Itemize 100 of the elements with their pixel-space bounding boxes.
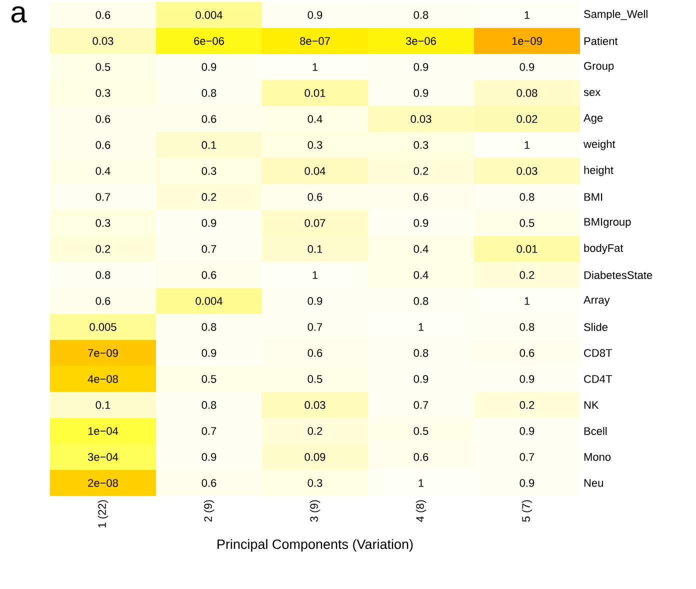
y-tick-label: weight: [584, 140, 616, 150]
data-label: 0.4: [414, 245, 428, 253]
data-label: 0.6: [96, 141, 110, 149]
data-label: 0.6: [202, 115, 216, 123]
data-label: 1e−09: [512, 37, 542, 45]
y-tick-label: BMI: [584, 193, 602, 201]
text: a: [11, 6, 27, 23]
data-label: 1: [524, 141, 530, 149]
y-tick-label: BMIgroup: [584, 218, 631, 228]
data-label: 0.7: [202, 245, 216, 253]
data-label: 0.2: [202, 193, 216, 201]
data-label: 0.03: [410, 115, 432, 123]
data-label: 0.004: [196, 297, 222, 305]
x-axis-title: Principal Components (Variation): [218, 539, 413, 552]
data-label: 0.9: [520, 63, 534, 71]
y-tick-label: CD4T: [584, 375, 612, 383]
data-label: 0.5: [520, 219, 534, 227]
data-label: 4e−08: [88, 375, 118, 383]
data-label: 0.04: [304, 167, 326, 175]
data-label: 0.02: [516, 115, 538, 123]
data-label: 1: [418, 323, 424, 331]
x-tick-label: 1 (22): [98, 500, 108, 528]
data-label: 0.03: [304, 401, 326, 409]
data-label: 1: [524, 297, 530, 305]
data-label: 0.8: [414, 349, 428, 357]
data-label: 0.6: [202, 271, 216, 279]
data-label: 0.2: [520, 271, 534, 279]
data-label: 0.7: [414, 401, 428, 409]
data-label: 0.6: [96, 11, 110, 19]
y-tick-label: Bcell: [584, 426, 607, 436]
data-label: 0.5: [414, 427, 428, 435]
data-label: 0.1: [96, 401, 110, 409]
data-label: 0.3: [202, 167, 216, 175]
data-label: 1: [312, 63, 318, 71]
data-label: 0.08: [516, 89, 538, 97]
data-label: 0.03: [516, 167, 538, 175]
data-label: 0.6: [414, 193, 428, 201]
data-label: 0.1: [308, 245, 322, 253]
data-label: 0.9: [308, 11, 322, 19]
x-tick-label: 2 (9): [204, 500, 214, 522]
data-label: 1: [418, 479, 424, 487]
data-label: 0.6: [308, 193, 322, 201]
data-label: 0.7: [202, 427, 216, 435]
data-label: 3e−04: [88, 453, 118, 461]
data-label: 0.9: [308, 297, 322, 305]
data-label: 0.4: [308, 115, 322, 123]
data-label: 0.6: [308, 349, 322, 357]
data-label: 0.6: [414, 453, 428, 461]
y-tick-label: Patient: [584, 36, 618, 46]
data-label: 0.3: [308, 141, 322, 149]
data-label: 0.8: [414, 297, 428, 305]
data-label: 0.9: [414, 89, 428, 97]
data-label: 0.1: [202, 141, 216, 149]
data-label: 0.4: [96, 167, 110, 175]
data-label: 0.3: [96, 89, 110, 97]
data-label: 0.2: [520, 401, 534, 409]
y-tick-label: height: [584, 166, 614, 176]
data-label: 0.6: [96, 115, 110, 123]
x-tick-label: 5 (7): [522, 500, 532, 522]
y-tick-label: Slide: [584, 322, 608, 332]
y-tick-label: Mono: [584, 453, 611, 461]
data-label: 0.9: [520, 375, 534, 383]
data-label: 0.09: [304, 453, 326, 461]
data-label: 7e−09: [88, 349, 118, 357]
data-label: 0.4: [414, 271, 428, 279]
data-label: 0.004: [196, 11, 222, 19]
data-label: 0.9: [202, 219, 216, 227]
x-tick-label: 4 (8): [416, 500, 426, 522]
data-label: 0.7: [308, 323, 322, 331]
data-label: 0.2: [96, 245, 110, 253]
data-label: 0.3: [96, 219, 110, 227]
data-label: 0.9: [414, 219, 428, 227]
y-tick-label: DiabetesState: [584, 270, 652, 280]
y-tick-label: Sample_Well: [584, 10, 648, 20]
data-label: 0.3: [308, 479, 322, 487]
data-label: 1e−04: [88, 427, 118, 435]
data-label: 0.8: [414, 11, 428, 19]
data-label: 0.6: [96, 297, 110, 305]
data-label: 0.9: [414, 63, 428, 71]
data-label: 0.005: [90, 323, 116, 331]
data-label: 0.9: [414, 375, 428, 383]
y-tick-label: Array: [584, 296, 610, 306]
y-tick-label: sex: [584, 90, 601, 96]
data-label: 2e−08: [88, 479, 118, 487]
data-label: 0.7: [96, 193, 110, 201]
data-label: 1: [524, 11, 530, 19]
data-label: 0.01: [516, 245, 538, 253]
data-label: 0.6: [520, 349, 534, 357]
data-label: 0.6: [202, 479, 216, 487]
data-label: 0.01: [304, 89, 326, 97]
data-label: 3e−06: [406, 37, 436, 45]
data-label: 0.7: [520, 453, 534, 461]
y-tick-label: Age: [584, 114, 603, 124]
data-label: 0.8: [202, 323, 216, 331]
y-tick-label: bodyFat: [584, 244, 624, 254]
data-label: 0.8: [202, 89, 216, 97]
data-label: 0.07: [304, 219, 326, 227]
data-label: 0.8: [96, 271, 110, 279]
y-tick-label: CD8T: [584, 349, 612, 357]
data-label: 0.5: [96, 63, 110, 71]
